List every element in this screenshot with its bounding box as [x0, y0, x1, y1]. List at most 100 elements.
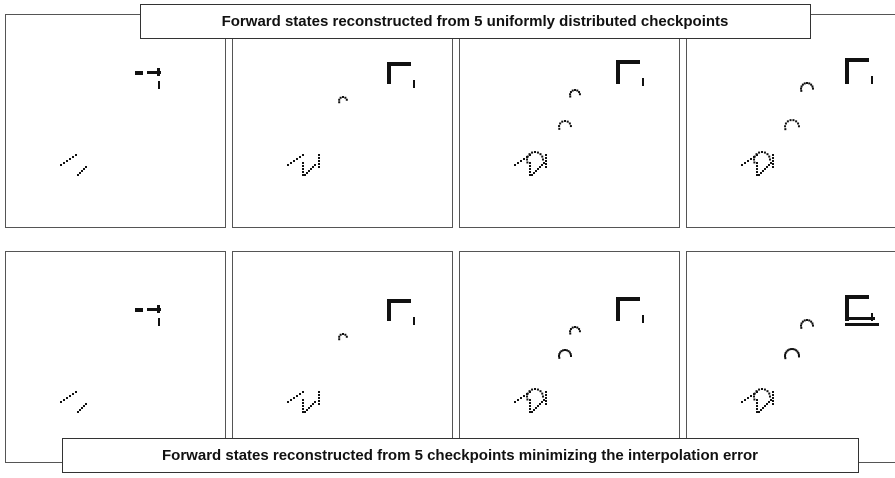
pattern-cell — [784, 353, 787, 356]
pattern-cell — [753, 161, 756, 164]
pattern-cell — [318, 160, 320, 162]
pattern-cell — [534, 388, 536, 390]
pattern-cell — [72, 156, 74, 158]
pattern-cell — [545, 157, 547, 159]
pattern-cell — [768, 158, 771, 161]
pattern-cell — [338, 101, 341, 104]
pattern-cell — [750, 158, 752, 160]
pattern-cell — [529, 162, 531, 164]
pattern-cell — [413, 84, 415, 86]
pattern-cell — [529, 174, 531, 176]
pattern-cell — [545, 154, 547, 156]
pattern-cell — [797, 353, 800, 356]
pattern-cell — [795, 120, 798, 123]
pattern-cell — [541, 395, 544, 398]
pattern-cell — [387, 299, 411, 303]
pattern-cell — [574, 326, 576, 328]
pattern-cell — [531, 388, 534, 391]
panel — [5, 251, 226, 463]
pattern-cell — [766, 390, 769, 393]
pattern-cell — [541, 155, 544, 158]
pattern-cell — [768, 155, 771, 158]
pattern-cell — [529, 402, 531, 404]
pattern-cell — [756, 174, 758, 176]
pattern-cell — [756, 171, 758, 173]
pattern-cell — [158, 320, 160, 322]
panel — [459, 251, 680, 463]
pattern-cell — [342, 333, 344, 335]
pattern-cell — [72, 393, 74, 395]
pattern-cell — [800, 89, 803, 92]
pattern-cell — [616, 297, 620, 321]
pattern-cell — [75, 154, 77, 156]
pattern-cell — [318, 157, 320, 159]
pattern-cell — [66, 397, 68, 399]
pattern-cell — [772, 403, 774, 405]
pattern-cell — [758, 174, 760, 176]
pattern-cell — [526, 155, 529, 158]
pattern-cell — [578, 330, 581, 333]
pattern-cell — [531, 151, 534, 154]
pattern-cell — [803, 319, 806, 322]
pattern-cell — [785, 350, 788, 353]
pattern-cell — [304, 174, 306, 176]
pattern-cell — [539, 390, 542, 393]
pattern-cell — [290, 399, 292, 401]
pattern-cell — [345, 335, 348, 338]
pattern-cell — [344, 333, 347, 336]
pattern-cell — [539, 153, 542, 156]
pattern-cell — [871, 76, 873, 78]
pattern-cell — [755, 153, 758, 156]
pattern-cell — [784, 122, 787, 125]
pattern-cell — [764, 405, 766, 407]
pattern-cell — [788, 348, 791, 351]
pattern-cell — [571, 89, 574, 92]
pattern-cell — [562, 349, 565, 352]
pattern-cell — [642, 315, 644, 317]
pattern-cell — [318, 391, 320, 393]
pattern-cell — [790, 348, 793, 351]
pattern-cell — [760, 409, 762, 411]
pattern-cell — [293, 160, 295, 162]
pattern-cell — [797, 122, 800, 125]
pattern-cell — [529, 408, 531, 410]
pattern-cell — [541, 392, 544, 395]
pattern-cell — [791, 348, 794, 351]
pattern-cell — [514, 401, 516, 403]
pattern-cell — [306, 409, 308, 411]
pattern-cell — [413, 321, 415, 323]
pattern-cell — [558, 356, 561, 359]
pattern-cell — [344, 96, 347, 99]
pattern-cell — [302, 174, 304, 176]
pattern-cell — [568, 122, 571, 125]
pattern-cell — [772, 166, 774, 168]
pattern-cell — [642, 78, 644, 80]
pattern-cell — [135, 308, 143, 312]
pattern-cell — [545, 397, 547, 399]
pattern-cell — [578, 91, 581, 94]
pattern-cell — [69, 395, 71, 397]
pattern-cell — [753, 155, 756, 158]
pattern-cell — [545, 391, 547, 393]
pattern-cell — [387, 299, 391, 321]
pattern-cell — [345, 98, 348, 101]
pattern-cell — [81, 407, 83, 409]
pattern-cell — [756, 165, 758, 167]
pattern-cell — [845, 58, 869, 62]
caption-bottom: Forward states reconstructed from 5 chec… — [162, 447, 758, 464]
pattern-cell — [806, 82, 808, 84]
pattern-cell — [786, 120, 789, 123]
pattern-cell — [534, 151, 536, 153]
pattern-cell — [304, 411, 306, 413]
pattern-cell — [558, 125, 561, 128]
pattern-cell — [77, 411, 79, 413]
pattern-cell — [79, 172, 81, 174]
pattern-cell — [157, 305, 160, 313]
pattern-cell — [526, 398, 529, 401]
pattern-cell — [287, 401, 289, 403]
pattern-cell — [387, 62, 411, 66]
pattern-cell — [569, 93, 572, 96]
pattern-cell — [871, 313, 873, 315]
pattern-cell — [545, 163, 547, 165]
